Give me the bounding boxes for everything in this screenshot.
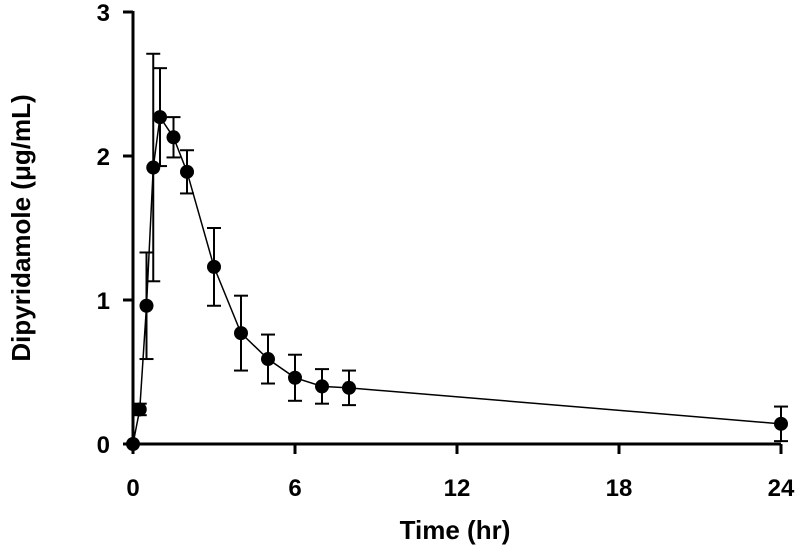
data-point [132, 402, 147, 417]
data-point [261, 352, 275, 367]
y-tick-label: 2 [97, 144, 110, 171]
x-tick-label: 18 [606, 475, 633, 502]
x-axis-title: Time (hr) [400, 515, 511, 545]
data-point [774, 416, 788, 431]
x-tick-label: 12 [444, 475, 471, 502]
data-point [146, 160, 161, 175]
x-tick-label: 24 [768, 475, 795, 502]
y-tick-label: 1 [97, 288, 110, 315]
data-point [234, 326, 248, 341]
data-point [342, 380, 356, 395]
x-tick-label: 0 [126, 475, 139, 502]
x-tick-label: 6 [288, 475, 301, 502]
y-tick-label: 0 [97, 432, 110, 459]
data-point [288, 370, 302, 385]
data-point [139, 298, 154, 313]
data-point [207, 259, 221, 274]
y-tick-label: 3 [97, 0, 110, 27]
series-layer [126, 52, 788, 451]
data-point [180, 164, 194, 179]
data-point [153, 110, 167, 125]
series-line [132, 115, 782, 445]
data-point [166, 130, 181, 145]
data-point [126, 437, 140, 451]
data-point [315, 379, 329, 394]
y-axis-title: Dipyridamole (μg/mL) [6, 94, 36, 361]
